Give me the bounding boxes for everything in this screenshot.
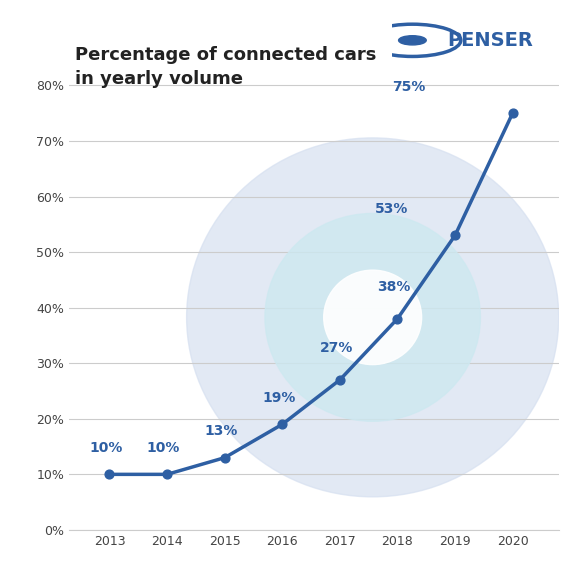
Point: [278, 420, 287, 429]
Text: 27%: 27%: [320, 341, 353, 355]
Point: [450, 231, 460, 240]
Text: 13%: 13%: [204, 425, 238, 438]
Point: [162, 470, 172, 479]
Text: 10%: 10%: [147, 441, 180, 455]
Text: Percentage of connected cars
in yearly volume: Percentage of connected cars in yearly v…: [75, 46, 376, 88]
Point: [335, 376, 344, 385]
Circle shape: [187, 138, 559, 497]
Text: 10%: 10%: [89, 441, 123, 455]
Text: 38%: 38%: [377, 280, 411, 294]
Point: [105, 470, 114, 479]
Point: [508, 108, 517, 118]
Circle shape: [324, 270, 422, 365]
Point: [393, 314, 402, 323]
Text: 19%: 19%: [262, 391, 295, 405]
Text: 75%: 75%: [392, 80, 425, 94]
Circle shape: [399, 36, 426, 45]
Circle shape: [265, 214, 480, 421]
Text: 53%: 53%: [374, 202, 408, 216]
Text: Penser  |  www.penser.co.uk  |  Twitter: @PenserConsult  |  +44-207-096-0061 | ©: Penser | www.penser.co.uk | Twitter: @Pe…: [74, 554, 502, 563]
Text: PENSER: PENSER: [447, 31, 533, 50]
Point: [220, 453, 229, 463]
